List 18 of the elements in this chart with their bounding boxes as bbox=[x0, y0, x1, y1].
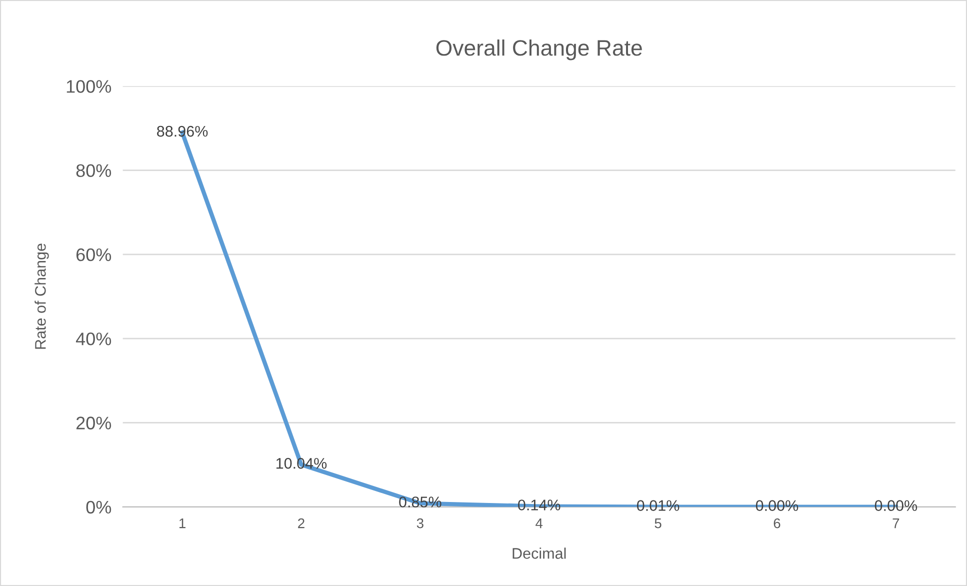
x-tick-label: 1 bbox=[179, 518, 186, 528]
data-label: 0.00% bbox=[874, 500, 918, 511]
x-axis-title: Decimal bbox=[512, 548, 566, 559]
y-tick-label: 20% bbox=[76, 416, 112, 430]
x-tick-label: 5 bbox=[654, 518, 662, 528]
y-tick-label: 0% bbox=[86, 500, 112, 514]
y-tick-label: 40% bbox=[76, 332, 112, 346]
data-label: 88.96% bbox=[157, 126, 208, 137]
y-tick-label: 100% bbox=[66, 80, 112, 93]
x-tick-label: 4 bbox=[536, 518, 543, 528]
y-tick-label: 80% bbox=[76, 164, 112, 178]
y-tick-label: 60% bbox=[76, 248, 112, 262]
x-tick-label: 6 bbox=[774, 518, 780, 528]
y-axis-title: Rate of Change bbox=[34, 244, 49, 349]
x-tick-label: 3 bbox=[416, 518, 424, 528]
x-tick-label: 7 bbox=[892, 518, 900, 528]
chart-title: Overall Change Rate bbox=[436, 39, 642, 60]
x-tick-label: 2 bbox=[298, 518, 304, 528]
